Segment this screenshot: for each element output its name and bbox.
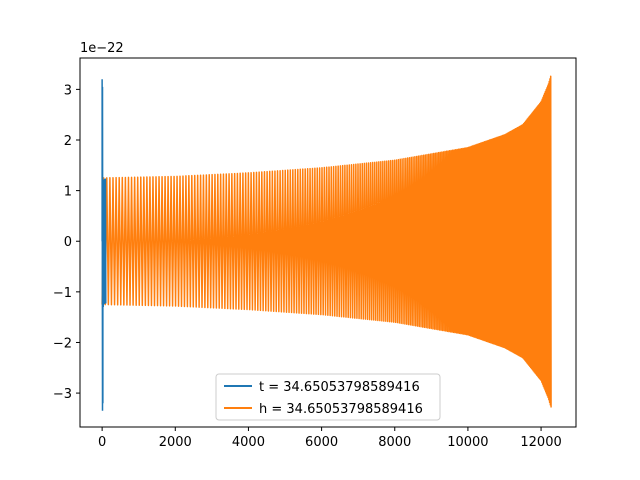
y-tick-label: −2	[53, 336, 72, 351]
y-tick-label: 3	[64, 83, 72, 98]
x-tick-label: 2000	[159, 435, 192, 450]
x-tick-label: 4000	[232, 435, 265, 450]
plot-lines	[101, 75, 552, 411]
y-tick-label: 2	[64, 134, 72, 149]
x-tick-label: 10000	[447, 435, 488, 450]
legend-label-h: h = 34.65053798589416	[259, 402, 423, 417]
y-tick-label: 1	[64, 185, 72, 200]
y-tick-label: −1	[53, 286, 72, 301]
legend: t = 34.65053798589416 h = 34.65053798589…	[215, 373, 441, 421]
x-axis: 0 2000 4000 6000 8000 10000 12000	[98, 427, 562, 450]
x-tick-label: 12000	[520, 435, 561, 450]
series-h-line	[101, 75, 552, 408]
series-t-line	[101, 79, 107, 411]
legend-box	[215, 373, 441, 421]
x-tick-label: 0	[98, 435, 106, 450]
y-offset-text: 1e−22	[80, 41, 124, 56]
legend-label-t: t = 34.65053798589416	[259, 380, 420, 395]
y-tick-label: −3	[53, 387, 72, 402]
y-tick-label: 0	[64, 235, 72, 250]
y-axis: 3 2 1 0 −1 −2 −3	[53, 83, 80, 402]
x-tick-label: 8000	[378, 435, 411, 450]
x-tick-label: 6000	[305, 435, 338, 450]
plot-frame	[79, 57, 577, 428]
